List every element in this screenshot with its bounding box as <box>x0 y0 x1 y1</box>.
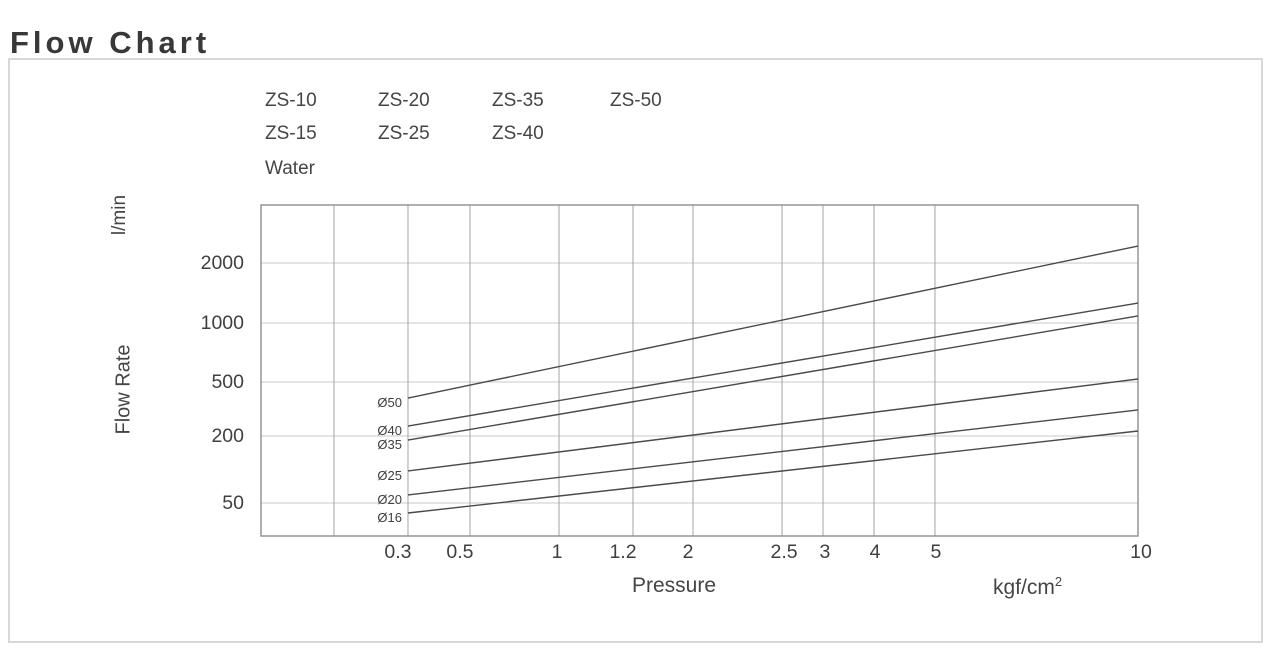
page-title: Flow Chart <box>10 24 211 60</box>
x-tick-label: 1.2 <box>609 541 636 563</box>
series-label: Ø35 <box>377 437 402 452</box>
plot-border <box>260 204 1139 537</box>
legend-item-zs50: ZS-50 <box>610 90 662 111</box>
series-label: Ø40 <box>377 423 402 438</box>
series-label: Ø20 <box>377 492 402 507</box>
legend-item-zs40: ZS-40 <box>492 123 544 144</box>
x-tick-label: 3 <box>820 541 831 563</box>
series-line <box>407 409 1139 496</box>
y-tick-label: 500 <box>211 371 244 393</box>
legend-item-zs35: ZS-35 <box>492 90 544 111</box>
series-label: Ø16 <box>377 510 402 525</box>
series-line <box>407 302 1139 427</box>
x-tick-label: 0.5 <box>446 541 473 563</box>
x-axis-unit-label: kgf/cm2 <box>993 574 1062 600</box>
series-line <box>407 378 1139 472</box>
series-label: Ø50 <box>377 395 402 410</box>
x-tick-label: 1 <box>552 541 563 563</box>
x-axis-unit-base: kgf/cm <box>993 576 1055 599</box>
series-line <box>407 430 1139 514</box>
series-line <box>407 315 1139 441</box>
x-axis-unit-superscript: 2 <box>1054 574 1063 589</box>
legend-item-zs25: ZS-25 <box>378 123 430 144</box>
series-label: Ø25 <box>377 468 402 483</box>
y-tick-label: 50 <box>222 492 244 514</box>
y-tick-label: 200 <box>211 425 244 447</box>
x-tick-label: 10 <box>1130 541 1152 563</box>
y-tick-label: 2000 <box>201 252 245 274</box>
x-tick-label: 2.5 <box>770 541 797 563</box>
y-tick-label: 1000 <box>201 312 245 334</box>
legend-item-zs20: ZS-20 <box>378 90 430 111</box>
legend-item-water: Water <box>265 158 315 179</box>
legend-item-zs15: ZS-15 <box>265 123 317 144</box>
x-tick-label: 5 <box>931 541 942 563</box>
x-tick-label: 0.3 <box>384 541 411 563</box>
series-line <box>407 245 1139 399</box>
x-axis-title: Pressure <box>632 574 717 597</box>
x-tick-label: 4 <box>870 541 881 563</box>
legend-item-zs10: ZS-10 <box>265 90 317 111</box>
x-tick-label: 2 <box>683 541 694 563</box>
